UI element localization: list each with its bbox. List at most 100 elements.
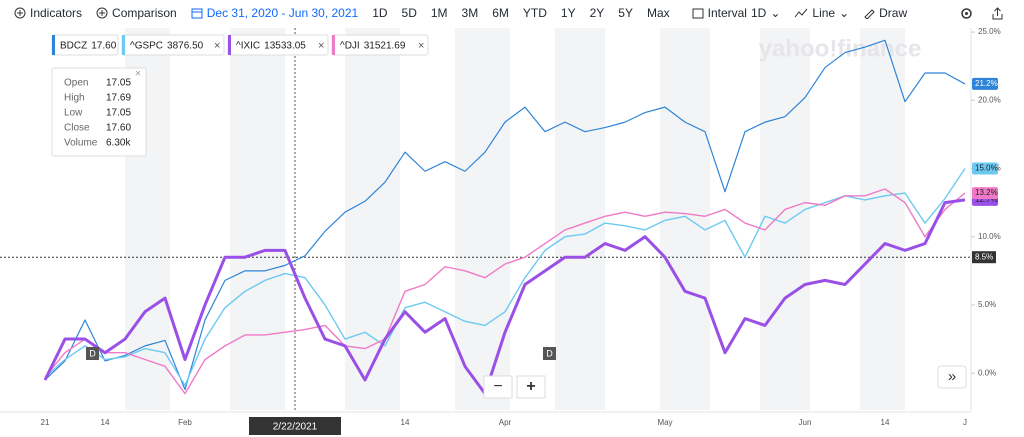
end-label-box (972, 162, 998, 175)
series-line (43, 198, 966, 396)
share-icon[interactable] (991, 6, 1004, 20)
watermark: yahoo!finance (759, 35, 922, 62)
interval-button[interactable]: Interval 1D ⌄ (692, 6, 780, 20)
legend-remove[interactable]: × (418, 40, 424, 52)
legend-quote[interactable]: 31521.69 (364, 41, 406, 52)
comparison[interactable]: Comparison (112, 6, 177, 20)
interval-label[interactable]: Interval (707, 6, 747, 20)
y-tick-label: 25.0% (978, 27, 1001, 36)
toolbar: Indicators Comparison Dec 31, 2020 - Jun… (0, 0, 1024, 26)
range-button[interactable]: 5Y (618, 6, 633, 20)
end-label: 12.7% (975, 195, 998, 204)
range-button[interactable]: 3M (461, 6, 479, 20)
dividend-marker-box (86, 347, 99, 360)
legend-quote[interactable]: 17.60 (91, 41, 116, 52)
chart-type[interactable]: Line (812, 6, 836, 20)
x-tick-label: J (963, 418, 967, 427)
range-button[interactable]: Max (646, 6, 670, 20)
legend: BDCZ 17.60 ^GSPC 3876.50 × ^IXIC 13533.05 × ^DJI… (51, 34, 429, 56)
x-tick-label: Apr (499, 418, 512, 427)
range-buttons: 1D 5D 1M 3M 6M YTD 1Y 2Y 5Y Max (358, 6, 669, 20)
tooltip-value: 6.30k (106, 138, 131, 149)
scroll-button[interactable] (937, 365, 967, 389)
series-line (44, 188, 966, 395)
x-tick-label: 14 (101, 418, 110, 427)
legend-swatch (228, 35, 231, 55)
tooltip-value: 17.05 (106, 108, 131, 119)
dividend-marker[interactable]: D (546, 348, 553, 358)
toolbar-icons (960, 6, 1004, 20)
tooltip: × (51, 67, 147, 157)
tooltip-rows: Open 17.05 High 17.69 Low 17.05 Close 17.60 Volu… (64, 78, 131, 149)
zoom-controls (483, 365, 967, 399)
legend-name[interactable]: ^GSPC (130, 41, 163, 52)
range-button[interactable]: 1Y (560, 6, 576, 20)
crosshair-x-box (249, 417, 341, 435)
tooltip-label: Close (64, 123, 90, 134)
legend-quote[interactable]: 3876.50 (167, 41, 204, 52)
end-label: 21.2% (975, 79, 998, 88)
y-tick-label: 0.0% (978, 368, 996, 377)
legend-name[interactable]: ^DJI (340, 41, 360, 52)
legend-remove[interactable]: × (318, 40, 324, 52)
x-tick-label: May (657, 418, 672, 427)
tooltip-label: Low (64, 108, 83, 119)
chart-type-button[interactable]: Line ⌄ (794, 6, 849, 20)
tooltip-label: High (64, 93, 85, 104)
series-line (44, 39, 966, 391)
date-range-button[interactable]: Dec 31, 2020 - Jun 30, 2021 (191, 6, 358, 20)
legend-swatch (122, 35, 125, 55)
plot: 0.0% 5.0% 10.0% 15.0% 20.0% 25.0% 21 14 Feb 14 Apr… (0, 27, 1001, 435)
background-bands (125, 28, 905, 410)
date-range[interactable]: Dec 31, 2020 - Jun 30, 2021 (206, 6, 359, 20)
legend-quote[interactable]: 13533.05 (264, 41, 306, 52)
crosshair-x-label: 2/22/2021 (273, 422, 318, 433)
zoom-in-button[interactable] (516, 375, 546, 399)
legend-name[interactable]: BDCZ (60, 41, 87, 52)
x-tick-label: 14 (401, 418, 410, 427)
legend-swatch (52, 35, 55, 55)
end-label: 15.0% (975, 164, 998, 173)
dividend-marker[interactable]: D (89, 348, 96, 358)
legend-name[interactable]: ^IXIC (236, 41, 260, 52)
y-tick-label: 5.0% (978, 300, 996, 309)
settings-icon[interactable] (960, 7, 973, 20)
range-button[interactable]: 1M (430, 6, 448, 20)
series-line (44, 168, 966, 387)
zoom-in[interactable]: + (526, 378, 535, 395)
tooltip-value: 17.60 (106, 123, 131, 134)
dividend-marker-box (543, 347, 556, 360)
range-button[interactable]: 1D (372, 6, 388, 20)
crosshair-y-label: 8.5% (975, 252, 993, 261)
indicators[interactable]: Indicators (30, 6, 83, 20)
range-button[interactable]: 2Y (589, 6, 605, 20)
crosshair-y-box (972, 251, 996, 264)
end-label-box (972, 187, 998, 200)
end-label-box (972, 77, 998, 90)
tooltip-label: Volume (64, 138, 98, 149)
scroll[interactable]: » (948, 368, 956, 385)
range-button[interactable]: YTD (522, 6, 547, 20)
range-button[interactable]: 6M (492, 6, 509, 20)
x-tick-label: Feb (178, 418, 192, 427)
legend-remove[interactable]: × (214, 40, 220, 52)
indicators-button[interactable]: Indicators (14, 6, 82, 20)
zoom-out[interactable]: − (493, 378, 502, 395)
x-tick-label: 14 (881, 418, 890, 427)
tooltip-label: Open (64, 78, 88, 89)
svg-text:×: × (135, 69, 141, 80)
end-label: 13.2% (975, 188, 998, 197)
interval-value[interactable]: 1D (750, 6, 767, 20)
draw[interactable]: Draw (879, 6, 908, 20)
draw-button[interactable]: Draw (863, 6, 907, 20)
legend-swatch (332, 35, 335, 55)
x-tick-label: Jun (799, 418, 812, 427)
range-button[interactable]: 5D (401, 6, 417, 20)
y-tick-label: 10.0% (978, 232, 1001, 241)
tooltip-value: 17.05 (106, 78, 131, 89)
zoom-out-button[interactable] (483, 375, 513, 399)
tooltip-value: 17.69 (106, 93, 131, 104)
comparison-button[interactable]: Comparison (96, 6, 177, 20)
